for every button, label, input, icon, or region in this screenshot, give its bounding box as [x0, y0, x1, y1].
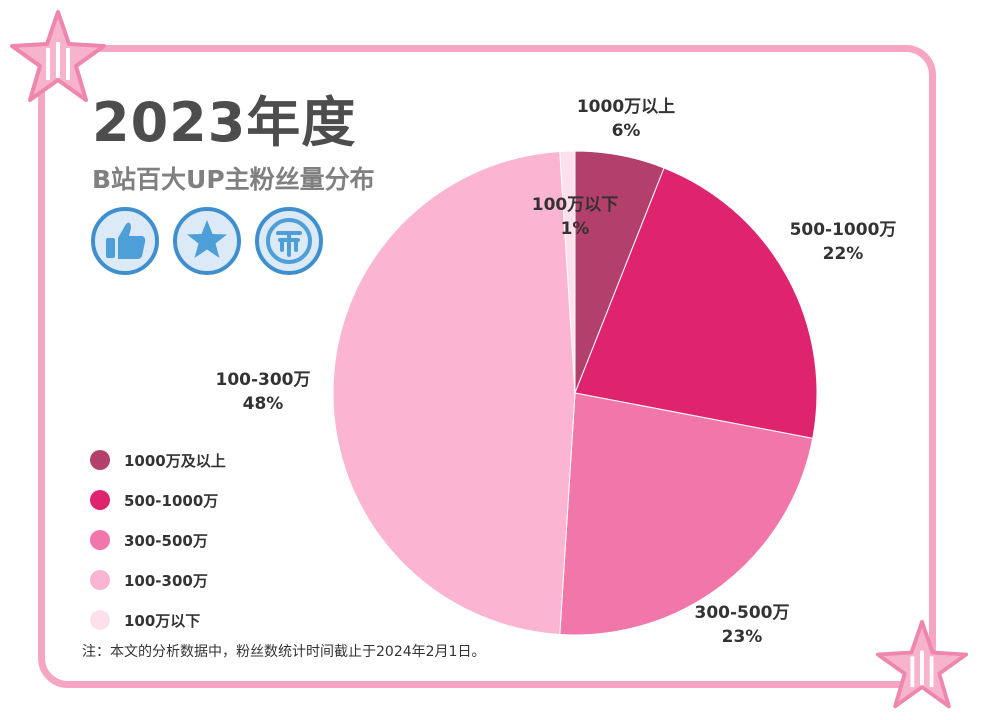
- page-subtitle: B站百大UP主粉丝量分布: [92, 165, 375, 194]
- star-icon: [173, 207, 241, 275]
- legend-item: 1000万及以上: [90, 440, 226, 480]
- legend-item: 300-500万: [90, 520, 226, 560]
- legend-label: 500-1000万: [124, 491, 219, 510]
- legend-swatch: [90, 530, 110, 550]
- slice-label: 100万以下 1%: [532, 195, 619, 239]
- coin-icon: [255, 207, 323, 275]
- legend-swatch: [90, 490, 110, 510]
- legend-label: 1000万及以上: [124, 451, 226, 470]
- thumbs-up-icon: [91, 207, 159, 275]
- slice-label: 100-300万 48%: [215, 370, 310, 414]
- star-decoration-top-left: [10, 10, 106, 102]
- pie-slice: [559, 392, 814, 636]
- legend-item: 100-300万: [90, 560, 226, 600]
- pie-slice: [559, 150, 576, 394]
- star-decoration-bottom-right: [875, 619, 969, 709]
- legend-item: 500-1000万: [90, 480, 226, 520]
- slice-label: 500-1000万 22%: [790, 220, 897, 264]
- chart-legend: 1000万及以上 500-1000万 300-500万 100-300万 100万以下: [90, 440, 226, 640]
- legend-label: 300-500万: [124, 531, 208, 550]
- legend-label: 100-300万: [124, 571, 208, 590]
- footnote: 注：本文的分析数据中，粉丝数统计时间截止于2024年2月1日。: [82, 644, 486, 660]
- legend-item: 100万以下: [90, 600, 226, 640]
- page-title: 2023年度: [92, 91, 357, 154]
- legend-swatch: [90, 450, 110, 470]
- pie-slice: [574, 167, 818, 439]
- legend-label: 100万以下: [124, 611, 201, 630]
- legend-swatch: [90, 610, 110, 630]
- pie-slice: [332, 150, 576, 636]
- card-frame: [38, 45, 936, 688]
- legend-swatch: [90, 570, 110, 590]
- slice-label: 300-500万 23%: [694, 603, 789, 647]
- slice-label: 1000万以上 6%: [577, 97, 675, 141]
